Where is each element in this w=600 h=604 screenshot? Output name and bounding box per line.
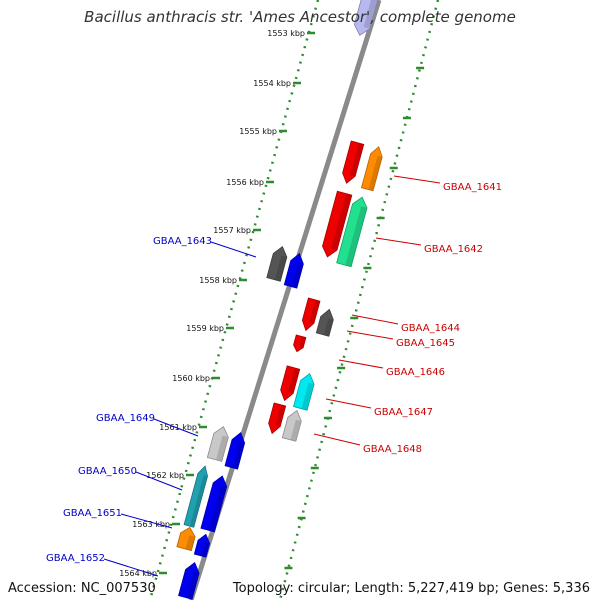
reverse-gene-label: GBAA_1650: [78, 466, 137, 477]
reverse-gene-arrow-shade: [185, 535, 196, 551]
forward-gene-label: GBAA_1641: [443, 182, 502, 193]
scale-label: 1563 kbp: [132, 520, 170, 529]
reverse-gene-arrow-shade: [291, 262, 304, 289]
scale-label: 1554 kbp: [253, 79, 291, 88]
forward-gene-arrow-shade: [299, 336, 306, 348]
reverse-gene-callout: [153, 418, 199, 437]
scale-label: 1558 kbp: [199, 276, 237, 285]
forward-gene-arrow-shade: [309, 299, 320, 324]
scale-label: 1560 kbp: [172, 374, 210, 383]
accession-text: Accession: NC_007530: [8, 581, 156, 596]
forward-gene-label: GBAA_1647: [374, 407, 433, 418]
scale-label: 1564 kbp: [119, 569, 157, 578]
scale-label: 1553 kbp: [267, 29, 305, 38]
reverse-gene-callout: [210, 241, 257, 258]
forward-gene-callout: [393, 175, 441, 184]
reverse-gene-arrow-shade: [186, 571, 200, 600]
scale-label: 1556 kbp: [226, 178, 264, 187]
scale-label: 1561 kbp: [159, 423, 197, 432]
forward-gene-callout: [313, 433, 361, 446]
forward-gene-callout: [346, 330, 394, 340]
reverse-gene-callout: [120, 513, 173, 529]
forward-gene-arrow-shade: [290, 419, 302, 442]
scale-label: 1562 kbp: [146, 471, 184, 480]
reverse-gene-arrow-shade: [274, 255, 287, 282]
forward-gene-callout: [351, 314, 399, 325]
reverse-gene-arrow-shade: [232, 441, 245, 470]
forward-gene-callout: [325, 398, 372, 409]
forward-gene-arrow-shade: [323, 318, 334, 337]
forward-gene-arrow-shade: [275, 404, 286, 427]
reverse-gene-label: GBAA_1652: [46, 553, 105, 564]
reverse-gene-arrow-shade: [189, 475, 208, 528]
reverse-gene-arrow-shade: [209, 485, 227, 532]
forward-gene-callout: [338, 359, 384, 369]
reverse-gene-label: GBAA_1651: [63, 508, 122, 519]
forward-gene-label: GBAA_1645: [396, 338, 455, 349]
forward-gene-arrow-shade: [350, 143, 364, 177]
forward-gene-arrow-shade: [331, 193, 352, 251]
forward-gene-label: GBAA_1648: [363, 444, 422, 455]
scale-label: 1555 kbp: [239, 127, 277, 136]
forward-gene-arrow-shade: [301, 382, 315, 411]
forward-gene-label: GBAA_1646: [386, 367, 445, 378]
reverse-gene-arrow-shade: [363, 0, 378, 29]
reverse-gene-arrow-shade: [201, 542, 210, 558]
reverse-gene-label: GBAA_1649: [96, 413, 155, 424]
reverse-gene-arrow-shade: [216, 435, 229, 462]
reverse-gene-callout: [103, 558, 159, 577]
reverse-tick-track: [148, 0, 320, 601]
scale-label: 1557 kbp: [213, 226, 251, 235]
forward-gene-label: GBAA_1642: [424, 244, 483, 255]
forward-gene-label: GBAA_1644: [401, 323, 460, 334]
forward-tick-track: [278, 0, 440, 601]
forward-gene-arrow-shade: [288, 367, 300, 394]
map-title: Bacillus anthracis str. 'Ames Ancestor',…: [84, 8, 516, 26]
topology-text: Topology: circular; Length: 5,227,419 bp…: [232, 581, 590, 596]
reverse-gene-callout: [135, 471, 183, 491]
reverse-gene-label: GBAA_1643: [153, 236, 212, 247]
forward-gene-arrow-shade: [345, 206, 368, 267]
forward-gene-arrow-shade: [368, 155, 383, 191]
scale-label: 1559 kbp: [186, 324, 224, 333]
forward-gene-callout: [375, 237, 422, 246]
